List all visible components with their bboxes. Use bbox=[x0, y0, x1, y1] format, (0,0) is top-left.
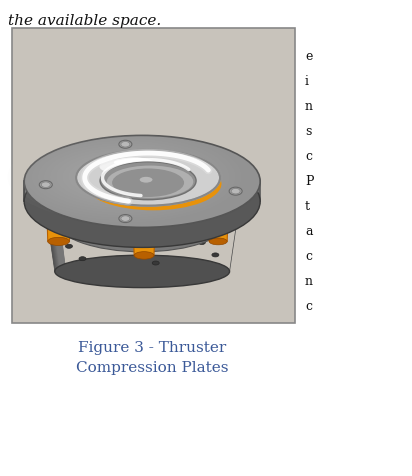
Polygon shape bbox=[47, 219, 61, 271]
Polygon shape bbox=[24, 188, 260, 189]
Polygon shape bbox=[48, 219, 61, 271]
Ellipse shape bbox=[152, 261, 159, 265]
Ellipse shape bbox=[55, 187, 229, 252]
Ellipse shape bbox=[66, 244, 73, 248]
Text: c: c bbox=[305, 250, 312, 263]
Ellipse shape bbox=[79, 257, 86, 261]
Text: the available space.: the available space. bbox=[8, 14, 161, 28]
Polygon shape bbox=[24, 192, 260, 193]
Ellipse shape bbox=[212, 253, 219, 257]
Polygon shape bbox=[24, 194, 260, 196]
Polygon shape bbox=[52, 219, 66, 271]
Polygon shape bbox=[52, 219, 65, 271]
Polygon shape bbox=[52, 219, 65, 271]
Ellipse shape bbox=[76, 150, 220, 206]
Polygon shape bbox=[24, 190, 260, 191]
Ellipse shape bbox=[139, 176, 153, 183]
Text: e: e bbox=[305, 50, 312, 63]
Polygon shape bbox=[24, 189, 260, 190]
Ellipse shape bbox=[41, 182, 50, 188]
Ellipse shape bbox=[107, 166, 193, 198]
Polygon shape bbox=[50, 219, 63, 271]
Ellipse shape bbox=[229, 187, 242, 195]
Ellipse shape bbox=[121, 141, 130, 147]
Polygon shape bbox=[24, 183, 260, 184]
Polygon shape bbox=[47, 203, 70, 241]
Polygon shape bbox=[52, 219, 65, 271]
Polygon shape bbox=[50, 219, 63, 271]
Ellipse shape bbox=[134, 252, 154, 259]
Polygon shape bbox=[48, 219, 61, 271]
Polygon shape bbox=[48, 219, 61, 271]
Polygon shape bbox=[51, 219, 64, 271]
Polygon shape bbox=[50, 219, 63, 271]
Ellipse shape bbox=[114, 158, 154, 167]
Polygon shape bbox=[48, 219, 61, 271]
Polygon shape bbox=[53, 219, 66, 271]
Polygon shape bbox=[52, 219, 65, 271]
Polygon shape bbox=[133, 223, 155, 256]
Text: c: c bbox=[305, 150, 312, 163]
Polygon shape bbox=[24, 199, 260, 200]
Polygon shape bbox=[208, 209, 228, 241]
Ellipse shape bbox=[133, 219, 155, 228]
Polygon shape bbox=[49, 219, 62, 271]
Polygon shape bbox=[24, 196, 260, 197]
Text: P: P bbox=[305, 175, 314, 188]
Text: Compression Plates: Compression Plates bbox=[76, 361, 228, 375]
Ellipse shape bbox=[209, 238, 227, 245]
Polygon shape bbox=[49, 219, 63, 271]
Ellipse shape bbox=[119, 215, 132, 223]
Polygon shape bbox=[53, 219, 66, 271]
Text: n: n bbox=[305, 100, 313, 113]
Ellipse shape bbox=[125, 236, 132, 240]
Ellipse shape bbox=[24, 135, 260, 228]
Polygon shape bbox=[49, 219, 62, 271]
Ellipse shape bbox=[47, 199, 70, 208]
Polygon shape bbox=[51, 219, 64, 271]
Ellipse shape bbox=[49, 188, 61, 195]
Text: c: c bbox=[305, 300, 312, 313]
Text: Figure 3 - Thruster: Figure 3 - Thruster bbox=[78, 341, 226, 355]
Ellipse shape bbox=[119, 140, 132, 148]
Ellipse shape bbox=[48, 238, 69, 246]
Text: n: n bbox=[305, 275, 313, 288]
Text: t: t bbox=[305, 200, 310, 213]
Polygon shape bbox=[24, 200, 260, 201]
Text: s: s bbox=[305, 125, 311, 138]
Ellipse shape bbox=[39, 181, 52, 188]
Ellipse shape bbox=[100, 162, 196, 200]
Ellipse shape bbox=[121, 216, 130, 221]
Polygon shape bbox=[24, 181, 260, 182]
Ellipse shape bbox=[112, 169, 184, 197]
Polygon shape bbox=[24, 198, 260, 199]
Polygon shape bbox=[24, 197, 260, 198]
Ellipse shape bbox=[198, 240, 205, 245]
Polygon shape bbox=[47, 219, 61, 271]
Ellipse shape bbox=[231, 188, 240, 194]
Polygon shape bbox=[51, 219, 64, 271]
Ellipse shape bbox=[55, 255, 229, 288]
Polygon shape bbox=[51, 219, 64, 271]
Text: i: i bbox=[305, 75, 309, 88]
Ellipse shape bbox=[208, 206, 228, 213]
Polygon shape bbox=[24, 191, 260, 192]
Polygon shape bbox=[24, 185, 260, 187]
Polygon shape bbox=[53, 219, 66, 271]
Polygon shape bbox=[49, 219, 62, 271]
Polygon shape bbox=[52, 219, 65, 271]
Polygon shape bbox=[24, 182, 260, 183]
Ellipse shape bbox=[99, 159, 146, 174]
Polygon shape bbox=[53, 219, 66, 271]
Polygon shape bbox=[24, 184, 260, 185]
Polygon shape bbox=[50, 219, 63, 271]
Ellipse shape bbox=[85, 157, 222, 210]
Polygon shape bbox=[49, 219, 62, 271]
Polygon shape bbox=[49, 219, 63, 271]
FancyBboxPatch shape bbox=[12, 28, 295, 323]
Text: a: a bbox=[305, 225, 312, 238]
Polygon shape bbox=[24, 193, 260, 194]
Ellipse shape bbox=[24, 155, 260, 248]
Polygon shape bbox=[24, 187, 260, 188]
